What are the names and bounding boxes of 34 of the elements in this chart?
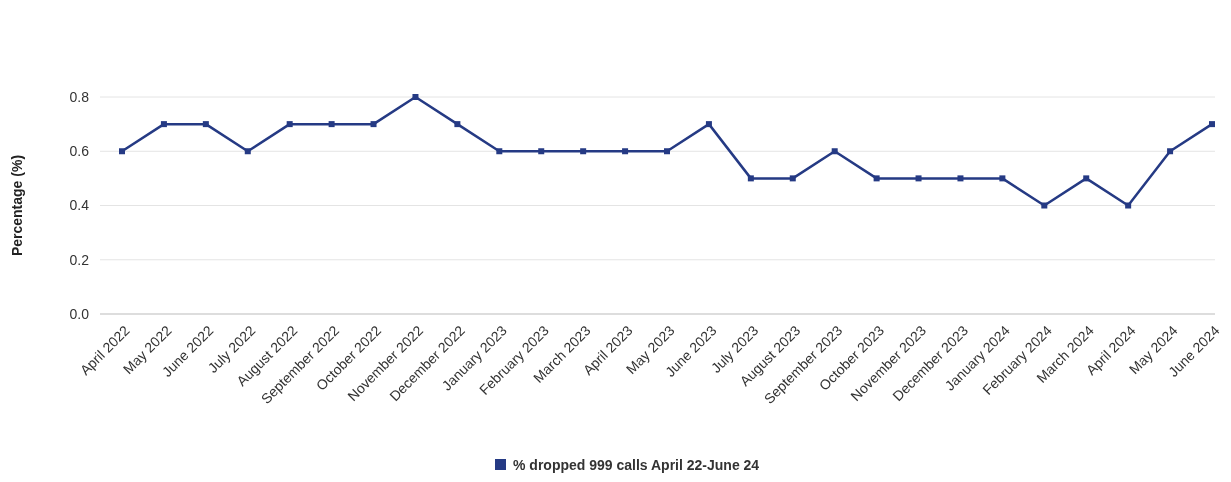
point bbox=[119, 148, 125, 155]
point bbox=[873, 175, 880, 182]
y-tick-label: 0.4 bbox=[69, 197, 90, 214]
point bbox=[957, 175, 964, 182]
point bbox=[831, 148, 838, 155]
y-tick-label: 0.0 bbox=[69, 305, 90, 322]
y-tick-label: 0.2 bbox=[69, 251, 90, 268]
point bbox=[1167, 148, 1174, 155]
point bbox=[747, 175, 754, 182]
point bbox=[328, 121, 335, 128]
point bbox=[705, 121, 712, 128]
point bbox=[412, 94, 419, 100]
point bbox=[160, 121, 167, 128]
legend-label: % dropped 999 calls April 22-June 24 bbox=[513, 457, 760, 473]
point bbox=[915, 175, 922, 182]
point bbox=[496, 148, 503, 155]
point bbox=[1125, 202, 1132, 209]
point bbox=[999, 175, 1006, 182]
point bbox=[1041, 202, 1048, 209]
point bbox=[202, 121, 209, 128]
point bbox=[370, 121, 377, 128]
point bbox=[580, 148, 587, 155]
point bbox=[664, 148, 670, 155]
point bbox=[244, 148, 251, 155]
y-tick-label: 0.8 bbox=[69, 88, 90, 105]
point bbox=[1083, 175, 1090, 182]
point bbox=[286, 121, 293, 128]
point bbox=[622, 148, 629, 155]
y-tick-label: 0.6 bbox=[69, 143, 90, 160]
point bbox=[538, 148, 545, 155]
point bbox=[789, 175, 796, 182]
y-axis-title: Percentage (%) bbox=[9, 154, 25, 257]
point bbox=[454, 121, 461, 128]
point bbox=[1209, 121, 1215, 128]
